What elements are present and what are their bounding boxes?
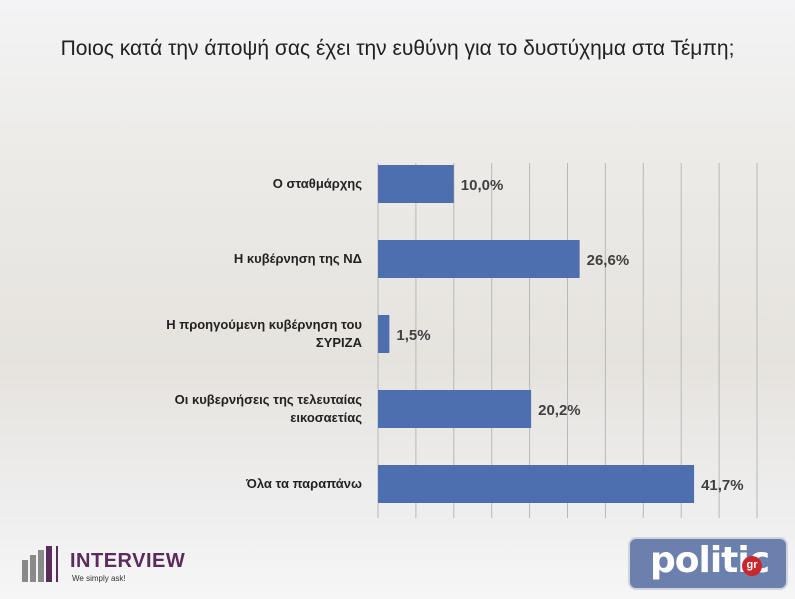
bar [378,240,580,278]
category-label: Ο σταθμάρχης [272,176,362,191]
value-label: 20,2% [538,401,581,419]
bar [378,165,454,203]
value-label: 26,6% [586,251,630,269]
value-label: 1,5% [396,326,431,344]
category-label: Η κυβέρνηση της ΝΔ [233,251,362,266]
site-logo-suffix: gr [742,556,762,576]
pollster-slogan: We simply ask! [72,574,126,583]
logo-icon [22,546,58,582]
pollster-logo: INTERVIEW [70,550,186,572]
chart-title: Ποιος κατά την άποψή σας έχει την ευθύνη… [60,37,735,60]
bar [378,465,695,503]
category-label: Η προηγούμενη κυβέρνηση του ΣΥΡΙΖΑ [166,317,362,350]
value-label: 41,7% [701,476,744,494]
value-label: 10,0% [460,176,504,194]
category-label: Οι κυβερνήσεις της τελευταίας εικοσαετία… [174,392,362,425]
category-label: Όλα τα παραπάνω [246,476,362,491]
bar [378,390,532,428]
bar [378,315,390,353]
